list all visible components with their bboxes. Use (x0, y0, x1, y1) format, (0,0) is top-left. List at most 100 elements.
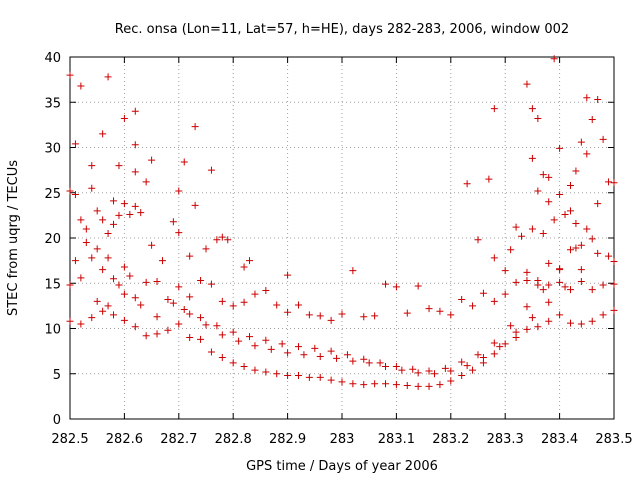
x-tick-label: 283 (330, 432, 355, 447)
data-point (594, 249, 602, 257)
data-point (202, 245, 210, 253)
data-point (327, 316, 335, 324)
data-point (213, 322, 221, 330)
data-point (534, 115, 542, 123)
data-point (213, 236, 221, 244)
data-point (300, 351, 308, 359)
data-point (556, 311, 564, 319)
ticks: 282.5 282.6 282.7 282.8 282.9 283 283.1 283.2 28… (44, 51, 632, 447)
data-point (218, 331, 226, 339)
grid (70, 57, 614, 419)
data-point (164, 296, 172, 304)
data-point (316, 373, 324, 381)
data-point (71, 191, 79, 199)
data-point (566, 319, 574, 327)
data-point (403, 382, 411, 390)
data-point (207, 348, 215, 356)
data-point (577, 241, 585, 249)
x-tick-label: 282.9 (269, 432, 306, 447)
data-point (583, 94, 591, 102)
data-point (202, 321, 210, 329)
data-point (556, 266, 564, 274)
data-point (240, 263, 248, 271)
data-point (545, 173, 553, 181)
data-point (294, 343, 302, 351)
data-point (414, 369, 422, 377)
data-points (66, 55, 618, 390)
data-point (158, 257, 166, 265)
data-point (550, 55, 558, 63)
data-point (577, 138, 585, 146)
data-point (229, 302, 237, 310)
data-point (88, 162, 96, 170)
data-point (577, 266, 585, 274)
data-point (447, 377, 455, 385)
data-point (104, 302, 112, 310)
data-point (251, 342, 259, 350)
data-point (137, 209, 145, 217)
data-point (229, 359, 237, 367)
data-point (539, 286, 547, 294)
data-point (490, 105, 498, 113)
data-point (528, 314, 536, 322)
data-point (458, 372, 466, 380)
data-point (175, 283, 183, 291)
data-point (349, 267, 357, 275)
data-point (93, 297, 101, 305)
data-point (599, 281, 607, 289)
data-point (572, 167, 580, 175)
data-point (572, 244, 580, 252)
data-point (66, 187, 74, 195)
data-point (316, 353, 324, 361)
data-point (218, 353, 226, 361)
data-point (610, 258, 618, 266)
data-point (175, 187, 183, 195)
data-point (197, 335, 205, 343)
data-point (392, 381, 400, 389)
data-point (409, 365, 417, 373)
data-point (534, 187, 542, 195)
data-point (518, 232, 526, 240)
data-point (142, 278, 150, 286)
data-point (507, 246, 515, 254)
data-point (610, 306, 618, 314)
data-point (588, 317, 596, 325)
data-point (267, 345, 275, 353)
data-point (463, 180, 471, 188)
data-point (501, 290, 509, 298)
data-point (169, 299, 177, 307)
data-point (594, 96, 602, 104)
data-point (577, 320, 585, 328)
data-point (469, 302, 477, 310)
data-point (218, 233, 226, 241)
data-point (599, 135, 607, 143)
data-point (528, 105, 536, 113)
data-point (77, 82, 85, 90)
x-axis-label: GPS time / Days of year 2006 (246, 459, 438, 474)
y-tick-label: 20 (44, 232, 61, 247)
data-point (556, 144, 564, 152)
data-point (142, 178, 150, 186)
data-point (262, 336, 270, 344)
data-point (186, 310, 194, 318)
data-point (588, 235, 596, 243)
data-point (539, 229, 547, 237)
data-point (425, 382, 433, 390)
data-point (99, 130, 107, 138)
data-point (82, 239, 90, 247)
data-point (246, 333, 254, 341)
data-point (382, 380, 390, 388)
data-point (371, 312, 379, 320)
data-point (479, 353, 487, 361)
data-point (365, 359, 373, 367)
data-point (115, 211, 123, 219)
x-tick-label: 283.2 (432, 432, 469, 447)
data-point (599, 311, 607, 319)
data-point (343, 351, 351, 359)
data-point (447, 367, 455, 375)
y-tick-label: 35 (44, 96, 61, 111)
data-point (180, 305, 188, 313)
data-point (131, 107, 139, 115)
x-tick-label: 282.5 (51, 432, 88, 447)
